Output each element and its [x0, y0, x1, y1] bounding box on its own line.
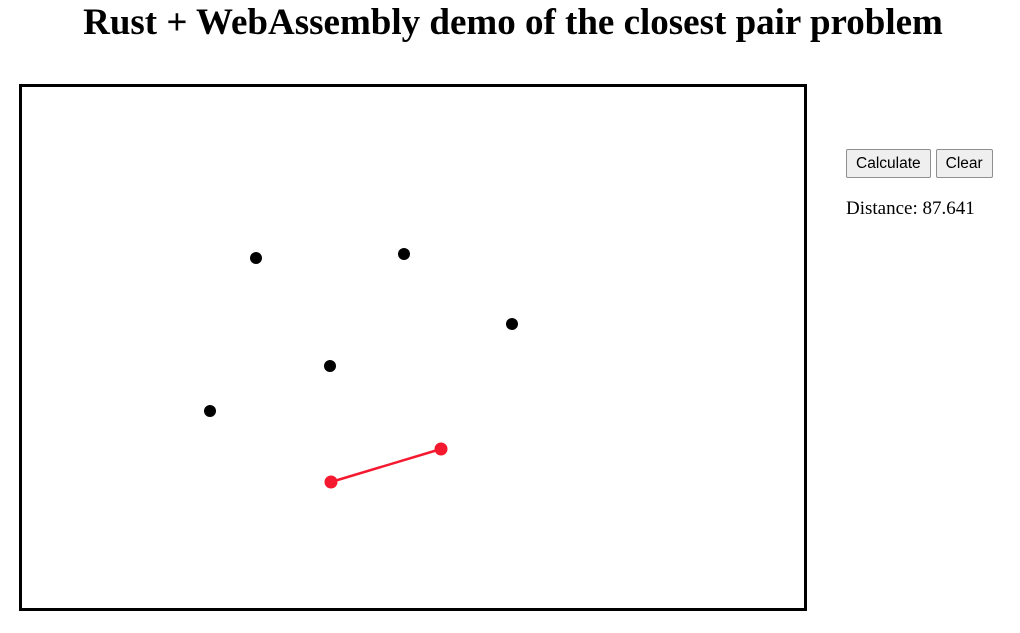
controls: Calculate Clear: [846, 149, 993, 178]
points-plot: [204, 248, 518, 489]
closest-pair-point: [434, 442, 448, 456]
page-title: Rust + WebAssembly demo of the closest p…: [83, 2, 943, 43]
clear-button[interactable]: Clear: [935, 149, 993, 178]
point: [204, 405, 216, 417]
point: [398, 248, 410, 260]
point: [506, 318, 518, 330]
point: [250, 252, 262, 264]
closest-pair-point: [324, 475, 338, 489]
distance-readout: Distance: 87.641: [846, 197, 975, 221]
calculate-button[interactable]: Calculate: [846, 149, 931, 178]
distance-label: Distance:: [846, 198, 918, 219]
distance-value: 87.641: [922, 198, 975, 219]
closest-pair-line: [330, 447, 442, 484]
point: [324, 360, 336, 372]
points-canvas[interactable]: [19, 84, 807, 611]
